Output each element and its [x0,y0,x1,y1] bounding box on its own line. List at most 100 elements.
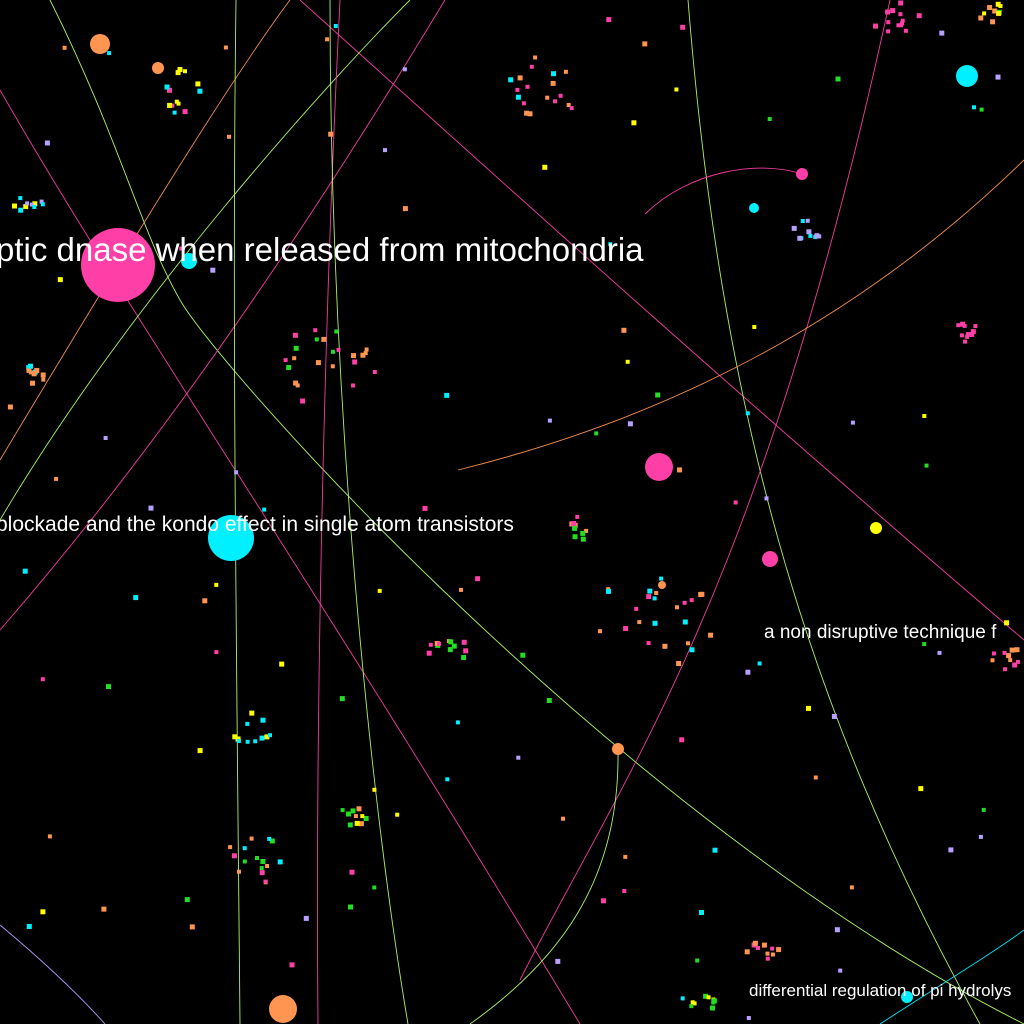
node[interactable] [580,536,586,542]
node[interactable] [995,1,1001,7]
node[interactable] [652,620,658,626]
node[interactable] [214,650,219,655]
node[interactable] [680,24,686,30]
node[interactable] [970,329,976,335]
node[interactable] [555,958,561,964]
node[interactable] [268,733,272,738]
node[interactable] [642,41,648,47]
node[interactable] [103,436,108,440]
node[interactable] [922,642,927,647]
node[interactable] [422,505,428,511]
node[interactable] [695,958,700,963]
node[interactable] [177,67,183,72]
node[interactable] [939,30,945,36]
node[interactable] [179,246,184,251]
node[interactable] [444,392,450,398]
node[interactable] [992,8,998,14]
node[interactable] [622,889,627,893]
node[interactable] [767,117,772,121]
node[interactable] [57,277,63,283]
node[interactable] [351,353,356,359]
node[interactable] [277,859,283,865]
node[interactable] [133,595,139,601]
node[interactable] [260,717,266,723]
node[interactable] [584,528,589,533]
hub-node[interactable] [208,515,254,561]
node[interactable] [303,915,309,921]
node[interactable] [757,661,762,666]
node[interactable] [918,786,924,792]
node[interactable] [886,20,891,25]
node[interactable] [558,93,563,98]
node[interactable] [634,606,639,611]
node[interactable] [991,651,996,656]
node[interactable] [167,87,172,93]
node[interactable] [516,755,521,760]
node[interactable] [54,476,59,481]
node[interactable] [765,951,770,956]
node[interactable] [710,1005,715,1011]
node-label[interactable]: blockade and the kondo effect in single … [0,513,514,536]
node[interactable] [520,652,526,658]
node[interactable] [761,942,767,948]
node[interactable] [608,242,613,247]
node[interactable] [328,131,334,137]
node[interactable] [245,721,250,726]
node[interactable] [231,853,237,859]
node[interactable] [706,995,711,1000]
node[interactable] [1006,653,1012,659]
node[interactable] [765,956,770,961]
node[interactable] [259,866,264,871]
node[interactable] [358,821,364,827]
node[interactable] [23,204,29,210]
node[interactable] [711,1000,716,1005]
node[interactable] [598,629,602,634]
node[interactable] [698,592,704,597]
node[interactable] [237,869,241,874]
node[interactable] [835,76,841,82]
node[interactable] [1012,662,1018,668]
node[interactable] [996,10,1002,16]
node[interactable] [1009,647,1015,653]
node[interactable] [292,332,298,338]
node[interactable] [733,500,738,505]
node[interactable] [527,111,533,117]
node[interactable] [546,698,552,703]
node[interactable] [797,235,803,241]
node[interactable] [189,924,195,930]
node[interactable] [655,392,661,398]
node[interactable] [654,591,659,595]
node[interactable] [898,0,904,6]
node[interactable] [172,110,177,115]
node[interactable] [515,94,521,100]
node[interactable] [210,267,216,273]
node[interactable] [959,333,964,338]
node[interactable] [978,834,983,839]
node[interactable] [791,225,797,231]
node[interactable] [197,748,203,754]
node[interactable] [32,205,37,209]
node[interactable] [517,75,523,81]
node[interactable] [264,734,270,740]
node[interactable] [148,505,154,511]
node[interactable] [752,940,758,946]
node[interactable] [1008,658,1013,663]
node[interactable] [40,202,45,207]
node[interactable] [978,15,984,21]
node[interactable] [26,924,32,929]
node[interactable] [428,642,433,647]
node[interactable] [360,352,366,358]
node[interactable] [334,329,339,334]
node[interactable] [245,739,250,744]
node[interactable] [621,327,627,333]
node[interactable] [265,864,270,868]
node[interactable] [383,148,387,153]
node[interactable] [960,321,966,327]
node[interactable] [292,356,297,361]
node[interactable] [662,643,668,649]
node[interactable] [553,99,557,104]
node[interactable] [606,17,612,23]
node[interactable] [647,588,653,594]
node[interactable] [646,594,652,600]
